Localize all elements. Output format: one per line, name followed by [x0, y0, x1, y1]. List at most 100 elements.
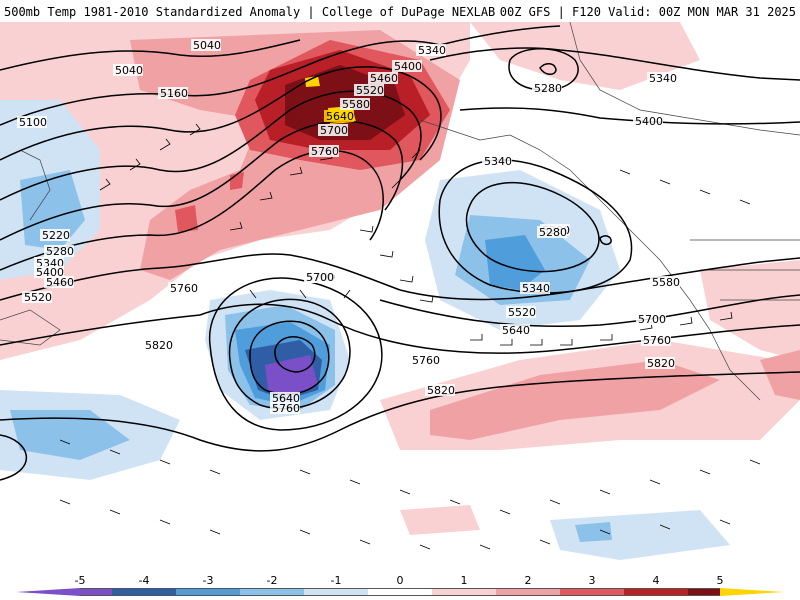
warm-max-2	[305, 76, 320, 87]
colorbar-segment	[592, 588, 624, 596]
colorbar: -5 -4 -3 -2 -1 0 1 2 3 4 5	[0, 574, 800, 600]
colorbar-max-arrow	[720, 588, 784, 596]
svg-text:5760: 5760	[272, 402, 300, 415]
svg-text:5460: 5460	[46, 276, 74, 289]
contour-label: 5400	[633, 115, 663, 128]
contour-label: 5700	[318, 124, 348, 137]
warm-se	[700, 260, 800, 360]
svg-text:5580: 5580	[342, 98, 370, 111]
contour-label: 5820	[425, 384, 455, 397]
colorbar-segment	[368, 588, 400, 596]
contour-label: 5280	[537, 226, 567, 239]
svg-text:5760: 5760	[412, 354, 440, 367]
svg-text:5640: 5640	[326, 110, 354, 123]
contour-label: 5160	[158, 87, 188, 100]
svg-text:5520: 5520	[24, 291, 52, 304]
svg-text:5280: 5280	[46, 245, 74, 258]
colorbar-tick-label: 5	[716, 574, 724, 587]
colorbar-tick-label: -5	[74, 574, 86, 587]
colorbar-tick-label: -2	[266, 574, 278, 587]
colorbar-segment	[432, 588, 464, 596]
colorbar-segment	[336, 588, 368, 596]
svg-text:5280: 5280	[534, 82, 562, 95]
svg-text:5340: 5340	[484, 155, 512, 168]
svg-text:5340: 5340	[418, 44, 446, 57]
contour-label: 5580	[650, 276, 680, 289]
contour-label: 5400	[34, 266, 64, 279]
cold-ak-strong	[485, 235, 545, 290]
colorbar-segment	[304, 588, 336, 596]
contour-label: 5700	[304, 271, 334, 284]
svg-text:5700: 5700	[638, 313, 666, 326]
contour-label: 5640	[270, 392, 300, 405]
svg-text:5040: 5040	[193, 39, 221, 52]
colorbar-segment	[112, 588, 144, 596]
colorbar-segment	[496, 588, 528, 596]
contour-label: 5340	[482, 155, 512, 168]
colorbar-segment	[208, 588, 240, 596]
svg-text:5220: 5220	[42, 229, 70, 242]
colorbar-tick-label: -4	[138, 574, 150, 587]
cold-cut-core	[265, 355, 318, 398]
svg-text:5520: 5520	[508, 306, 536, 319]
svg-text:5640: 5640	[272, 392, 300, 405]
cold-s-med	[575, 522, 612, 542]
contour-label: 5400	[392, 60, 422, 73]
contour-label: 5640	[500, 324, 530, 337]
colorbar-tick-label: 2	[524, 574, 532, 587]
svg-text:5400: 5400	[394, 60, 422, 73]
cold-sw-med	[10, 410, 130, 460]
contour-label: 5760	[309, 145, 339, 158]
contour-label: 5460	[44, 276, 74, 289]
contour-label: 5220	[40, 229, 70, 242]
map-title: 500mb Temp 1981-2010 Standardized Anomal…	[4, 5, 496, 19]
colorbar-tick-label: 0	[396, 574, 404, 587]
contour-label: 5760	[410, 354, 440, 367]
contour-label: 5280	[44, 245, 74, 258]
svg-text:5340: 5340	[649, 72, 677, 85]
svg-text:5820: 5820	[647, 357, 675, 370]
colorbar-tick-label: -3	[202, 574, 214, 587]
contour-label: 5280	[532, 82, 562, 95]
colorbar-segment	[464, 588, 496, 596]
warm-ne	[470, 22, 700, 90]
contour-label: 5580	[340, 98, 370, 111]
svg-text:5460: 5460	[370, 72, 398, 85]
svg-text:5700: 5700	[306, 271, 334, 284]
colorbar-segment	[528, 588, 560, 596]
contour-label: 5340	[416, 44, 446, 57]
warm-se-med	[760, 350, 800, 400]
svg-text:5340: 5340	[522, 282, 550, 295]
contour-label: 5640	[324, 110, 354, 123]
svg-text:5700: 5700	[320, 124, 348, 137]
colorbar-tick-label: 4	[652, 574, 660, 587]
svg-text:5820: 5820	[427, 384, 455, 397]
colorbar-segment	[560, 588, 592, 596]
colorbar-segment	[144, 588, 176, 596]
colorbar-segment	[688, 588, 720, 596]
contour-label: 5520	[506, 306, 536, 319]
anomaly-map: 5040 5040 5100 5160 5220 5280 5340 5400 …	[0, 22, 800, 560]
svg-text:5760: 5760	[643, 334, 671, 347]
contour-label: 5460	[368, 72, 398, 85]
colorbar-tick-label: 1	[460, 574, 468, 587]
svg-text:5520: 5520	[356, 84, 384, 97]
svg-text:5040: 5040	[115, 64, 143, 77]
header: 500mb Temp 1981-2010 Standardized Anomal…	[0, 0, 800, 22]
contour-labels: 5040 5040 5100 5160 5220 5280 5340 5400 …	[17, 39, 680, 415]
svg-text:5400: 5400	[36, 266, 64, 279]
colorbar-segment	[400, 588, 432, 596]
colorbar-segment	[624, 588, 656, 596]
colorbar-tick-label: -1	[330, 574, 342, 587]
contour-label: 5760	[270, 402, 300, 415]
svg-text:5820: 5820	[145, 339, 173, 352]
colorbar-segment	[80, 588, 112, 596]
warm-s-light	[400, 505, 480, 535]
contour-label: 5820	[143, 339, 173, 352]
cold-s-light	[550, 510, 730, 560]
contour-label: 5340	[647, 72, 677, 85]
warm-spot	[175, 205, 198, 232]
colorbar-segment	[272, 588, 304, 596]
contour-label: 5100	[17, 116, 47, 129]
